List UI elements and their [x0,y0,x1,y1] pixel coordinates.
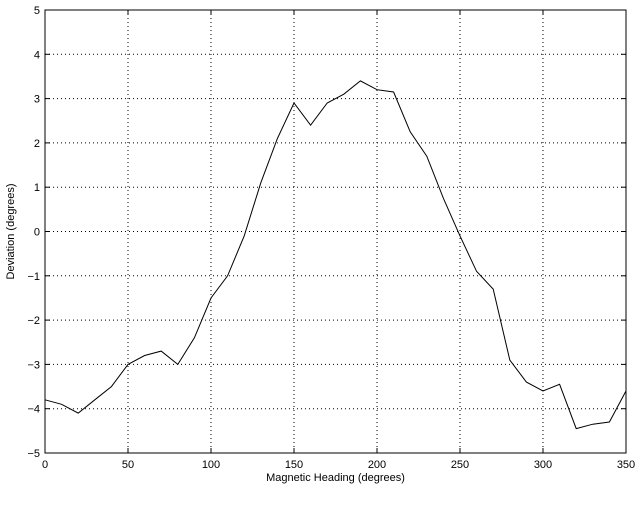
y-tick-label: −1 [27,271,40,283]
y-tick-label: −3 [27,359,40,371]
y-tick-label: 1 [34,182,40,194]
x-tick-label: 200 [368,459,386,471]
y-tick-label: 2 [34,138,40,150]
x-tick-label: 250 [451,459,469,471]
y-tick-label: −2 [27,315,40,327]
y-tick-label: 4 [34,49,40,61]
x-tick-label: 300 [534,459,552,471]
y-tick-label: 3 [34,94,40,106]
y-tick-label: 5 [34,5,40,17]
x-tick-label: 100 [202,459,220,471]
plot-area-frame [44,9,627,454]
x-tick-label: 0 [42,459,48,471]
x-axis-title: Magnetic Heading (degrees) [266,472,405,484]
y-tick-label: −4 [27,404,40,416]
deviation-series-line [44,80,627,430]
tick-labels: 0 50 100 150 200 250 300 350 −5 −4 −3 −2 −1 0 1 2 3 4 5 [27,5,635,471]
x-tick-label: 350 [617,459,635,471]
axis-ticks [44,9,627,454]
y-tick-label: −5 [27,448,40,460]
y-tick-label: 0 [34,227,40,239]
y-axis-title: Deviation (degrees) [5,184,17,280]
x-tick-label: 50 [122,459,134,471]
grid-lines [45,10,626,453]
x-tick-label: 150 [285,459,303,471]
